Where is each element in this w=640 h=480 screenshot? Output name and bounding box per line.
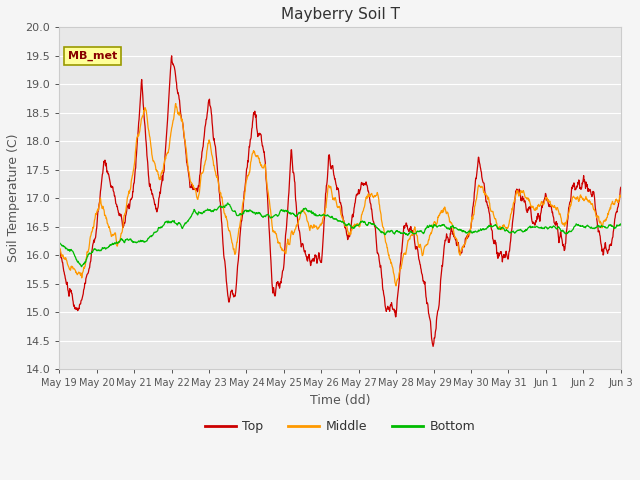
Bottom	[99, 246, 107, 252]
Top	[99, 170, 107, 176]
Bottom	[617, 221, 625, 227]
Bottom	[224, 200, 232, 206]
Bottom	[77, 264, 85, 269]
Bottom	[376, 228, 383, 233]
Title: Mayberry Soil T: Mayberry Soil T	[280, 7, 399, 22]
Line: Top: Top	[60, 56, 621, 347]
Top	[56, 243, 63, 249]
Line: Bottom: Bottom	[60, 203, 621, 266]
Middle	[306, 226, 314, 232]
Middle	[99, 204, 107, 209]
Top	[122, 213, 129, 219]
X-axis label: Time (dd): Time (dd)	[310, 394, 371, 407]
Middle	[294, 221, 301, 227]
Middle	[375, 201, 383, 207]
Top	[294, 221, 301, 227]
Line: Middle: Middle	[60, 104, 621, 286]
Top	[429, 344, 437, 349]
Y-axis label: Soil Temperature (C): Soil Temperature (C)	[7, 134, 20, 263]
Top	[617, 184, 625, 190]
Legend: Top, Middle, Bottom: Top, Middle, Bottom	[200, 415, 481, 438]
Bottom	[306, 208, 314, 214]
Bottom	[316, 212, 324, 218]
Top	[375, 257, 383, 263]
Top	[316, 254, 323, 260]
Middle	[172, 101, 180, 107]
Middle	[617, 192, 625, 198]
Bottom	[294, 211, 302, 217]
Middle	[122, 209, 129, 215]
Top	[168, 53, 175, 59]
Text: MB_met: MB_met	[68, 51, 117, 61]
Bottom	[56, 240, 63, 245]
Middle	[392, 283, 400, 289]
Top	[306, 255, 314, 261]
Middle	[56, 247, 63, 253]
Bottom	[122, 237, 130, 242]
Middle	[316, 224, 323, 229]
